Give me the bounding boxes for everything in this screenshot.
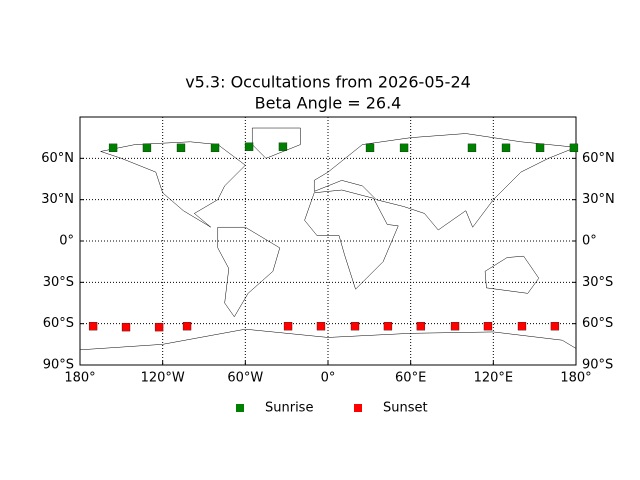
marker <box>467 143 477 153</box>
marker <box>182 321 192 331</box>
marker <box>88 321 98 331</box>
marker <box>483 321 493 331</box>
marker <box>121 322 131 332</box>
marker <box>383 321 393 331</box>
legend-swatch <box>236 404 244 412</box>
x-tick-label: 0° <box>321 371 336 386</box>
marker <box>283 321 293 331</box>
marker <box>278 142 288 151</box>
marker <box>210 143 220 153</box>
coastlines <box>80 128 576 365</box>
marker <box>316 321 326 331</box>
marker <box>365 143 375 153</box>
marker <box>501 143 511 153</box>
marker <box>350 321 360 331</box>
marker <box>154 322 164 332</box>
chart-subtitle: Beta Angle = 26.4 <box>255 94 402 113</box>
marker <box>550 321 560 331</box>
legend-label: Sunrise <box>265 401 313 416</box>
marker <box>517 321 527 331</box>
y-tick-label: 90°S <box>582 358 613 373</box>
marker <box>176 143 186 153</box>
x-tick-label: 120°E <box>474 371 514 386</box>
x-tick-label: 180° <box>64 371 95 386</box>
y-tick-label: 0° <box>59 234 74 249</box>
legend-swatch <box>354 404 362 412</box>
marker <box>108 143 118 153</box>
marker <box>416 321 426 331</box>
y-tick-label: 60°N <box>582 151 615 166</box>
y-tick-label: 60°S <box>582 316 613 331</box>
marker <box>244 142 254 151</box>
marker <box>535 143 545 153</box>
chart-title: v5.3: Occultations from 2026-05-24 <box>185 73 471 92</box>
y-tick-label: 60°S <box>43 316 74 331</box>
x-tick-label: 180° <box>560 371 591 386</box>
marker <box>450 321 460 331</box>
x-tick-label: 120°W <box>141 371 185 386</box>
x-tick-label: 60°E <box>395 371 426 386</box>
x-tick-label: 60°W <box>227 371 263 386</box>
y-tick-label: 90°S <box>43 358 74 373</box>
y-tick-label: 30°N <box>582 192 615 207</box>
y-tick-label: 30°N <box>41 192 74 207</box>
marker <box>569 143 579 153</box>
y-tick-label: 30°S <box>43 275 74 290</box>
y-tick-label: 30°S <box>582 275 613 290</box>
y-tick-label: 0° <box>582 234 597 249</box>
y-tick-label: 60°N <box>41 151 74 166</box>
legend-label: Sunset <box>383 401 428 416</box>
marker <box>399 143 409 153</box>
marker <box>142 143 152 153</box>
